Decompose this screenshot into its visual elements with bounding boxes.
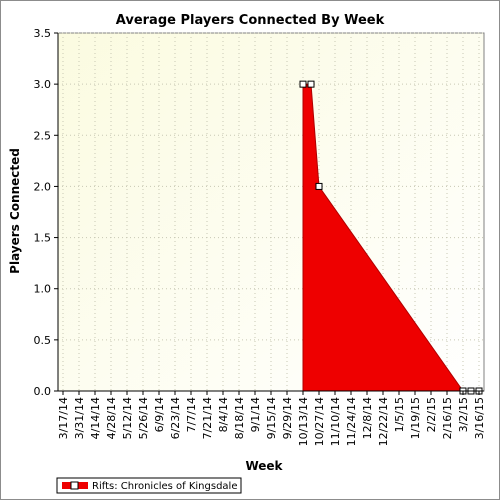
y-tick-label: 0.0 (34, 385, 52, 398)
y-tick-label: 3.0 (34, 78, 52, 91)
x-tick-label: 3/31/14 (73, 397, 86, 439)
y-tick-label: 1.0 (34, 283, 52, 296)
x-tick-label: 4/14/14 (89, 397, 102, 439)
x-tick-label: 2/2/15 (425, 397, 438, 432)
x-tick-label: 9/29/14 (281, 397, 294, 439)
x-tick-label: 5/26/14 (137, 397, 150, 439)
x-tick-label: 7/21/14 (201, 397, 214, 439)
data-point (299, 80, 307, 88)
x-tick-label: 12/22/14 (377, 397, 390, 446)
y-tick-label: 1.5 (34, 232, 52, 245)
y-tick-label: 3.5 (34, 27, 52, 40)
legend: Rifts: Chronicles of Kingsdale (56, 477, 242, 494)
y-tick-label: 0.5 (34, 334, 52, 347)
x-tick-label: 8/4/14 (217, 397, 230, 432)
x-axis-label: Week (245, 459, 283, 473)
x-axis: 3/17/14 3/31/14 4/14/14 4/28/14 5/12/14 5/26/… (57, 390, 486, 446)
y-tick-label: 2.5 (34, 129, 52, 142)
x-tick-label: 9/15/14 (265, 397, 278, 439)
y-axis: 0.0 0.5 1.0 1.5 2.0 2.5 3.0 3.5 (34, 27, 59, 398)
x-tick-label: 9/1/14 (249, 397, 262, 432)
legend-entry: Rifts: Chronicles of Kingsdale (92, 481, 237, 492)
x-tick-label: 1/19/15 (409, 397, 422, 439)
data-point (307, 80, 315, 88)
x-tick-label: 11/10/14 (329, 397, 342, 446)
x-tick-label: 6/23/14 (169, 397, 182, 439)
x-tick-label: 5/12/14 (121, 397, 134, 439)
x-tick-label: 10/13/14 (297, 397, 310, 446)
x-tick-label: 2/16/15 (441, 397, 454, 439)
y-axis-label: Players Connected (8, 148, 22, 274)
x-tick-label: 11/24/14 (345, 397, 358, 446)
x-tick-label: 6/9/14 (153, 397, 166, 432)
x-tick-label: 1/5/15 (393, 397, 406, 432)
x-tick-label: 4/28/14 (105, 397, 118, 439)
x-tick-label: 3/17/14 (57, 397, 70, 439)
x-tick-label: 10/27/14 (313, 397, 326, 446)
y-tick-label: 2.0 (34, 180, 52, 193)
x-tick-label: 3/16/15 (473, 397, 486, 439)
data-point (315, 182, 323, 190)
x-tick-label: 12/8/14 (361, 397, 374, 439)
x-tick-label: 7/7/14 (185, 397, 198, 432)
chart-title: Average Players Connected By Week (116, 13, 385, 28)
legend-box (56, 477, 242, 494)
legend-marker (70, 481, 79, 490)
x-tick-label: 3/2/15 (457, 397, 470, 432)
x-tick-label: 8/18/14 (233, 397, 246, 439)
